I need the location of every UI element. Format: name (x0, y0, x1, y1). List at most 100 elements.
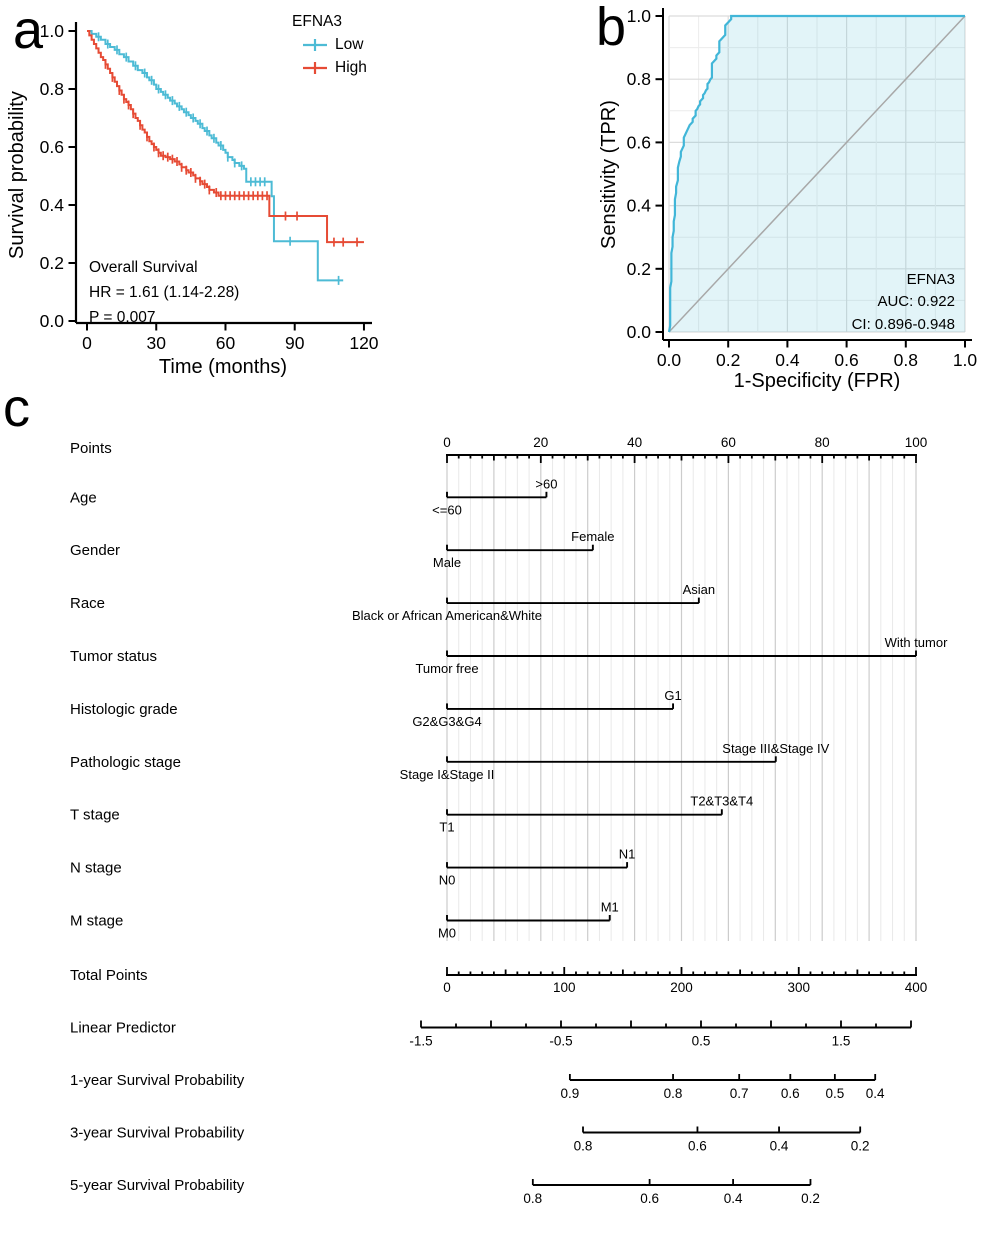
survival-axis-label: 0.2 (801, 1191, 820, 1206)
km-annotation-line1: Overall Survival (89, 259, 198, 276)
variable-high-label: >60 (535, 476, 557, 491)
panel-a-y-axis-title: Survival probability (6, 91, 28, 259)
km-legend-item-low: Low (257, 36, 377, 54)
y-tick-label: 1.0 (627, 6, 652, 26)
roc-annotation-line2: AUC: 0.922 (877, 293, 955, 311)
survival-axis-label: 0.6 (688, 1139, 707, 1154)
variable-low-label: M0 (438, 926, 456, 941)
variable-high-label: T2&T3&T4 (690, 794, 753, 809)
variable-low-label: <=60 (432, 502, 462, 517)
x-tick-label: 0 (82, 333, 92, 353)
variable-high-label: Female (571, 529, 614, 544)
panel-a-x-axis-title: Time (months) (158, 356, 288, 378)
survival-axis-label: 0.4 (770, 1139, 789, 1154)
survival-axis-label: 0.8 (523, 1191, 542, 1206)
nomogram-row-label: Race (70, 595, 105, 612)
linear-predictor-label: 0.5 (692, 1034, 711, 1049)
y-tick-label: 0.0 (627, 322, 652, 342)
variable-low-label: Male (433, 555, 461, 570)
panel-c-letter: c (3, 378, 30, 438)
survival-axis-label: 0.4 (724, 1191, 743, 1206)
y-tick-label: 0.4 (627, 196, 652, 216)
panel-b-letter: b (596, 0, 627, 57)
y-tick-label: 0.6 (627, 132, 651, 152)
x-tick-label: 30 (147, 333, 167, 353)
variable-low-label: T1 (439, 820, 454, 835)
km-curve-low (87, 30, 344, 282)
legend-marker-low-icon (303, 39, 327, 51)
survival-axis-label: 0.6 (781, 1086, 800, 1101)
variable-high-label: Stage III&Stage IV (722, 741, 829, 756)
points-axis-label: 80 (815, 435, 830, 450)
x-tick-label: 0.4 (775, 350, 800, 370)
x-tick-label: 0.2 (716, 350, 740, 370)
roc-annotation-line1: EFNA3 (906, 271, 955, 288)
variable-high-label: Asian (683, 582, 716, 597)
total-points-label: 0 (443, 980, 451, 995)
nomogram-row-label: 3-year Survival Probability (70, 1125, 245, 1142)
points-axis-label: 40 (627, 435, 642, 450)
y-tick-label: 1.0 (40, 21, 65, 41)
km-legend: EFNA3 Low High (257, 13, 377, 77)
survival-axis-label: 0.4 (866, 1086, 885, 1101)
linear-predictor-label: 1.5 (832, 1034, 851, 1049)
km-legend-title: EFNA3 (292, 13, 342, 30)
variable-low-label: N0 (439, 873, 456, 888)
y-tick-label: 0.4 (40, 195, 65, 215)
panel-b-y-axis-title: Sensitivity (TPR) (598, 100, 620, 250)
km-annotation: Overall Survival HR = 1.61 (1.14-2.28) P… (89, 255, 239, 331)
km-annotation-line2: HR = 1.61 (1.14-2.28) (89, 284, 240, 302)
roc-curve (667, 14, 965, 333)
survival-axis-label: 0.7 (730, 1086, 749, 1101)
roc-annotation: EFNA3 AUC: 0.922 CI: 0.896-0.948 (700, 269, 955, 336)
nomogram-row-label: Histologic grade (70, 701, 178, 718)
survival-axis-label: 0.6 (640, 1191, 659, 1206)
variable-low-label: Tumor free (415, 661, 478, 676)
km-legend-label-high: High (335, 59, 367, 76)
variable-high-label: With tumor (885, 635, 949, 650)
points-axis-label: 20 (533, 435, 548, 450)
variable-low-label: G2&G3&G4 (412, 714, 481, 729)
km-annotation-line3: P = 0.007 (89, 309, 156, 327)
total-points-label: 100 (553, 980, 576, 995)
survival-axis-label: 0.8 (574, 1139, 593, 1154)
linear-predictor-label: -0.5 (549, 1034, 572, 1049)
variable-high-label: N1 (619, 847, 636, 862)
points-axis-label: 0 (443, 435, 451, 450)
km-curve-high (87, 30, 364, 244)
variable-low-label: Black or African American&White (352, 608, 542, 623)
linear-predictor-label: -1.5 (409, 1034, 432, 1049)
survival-axis-label: 0.9 (560, 1086, 579, 1101)
nomogram-row-label: T stage (70, 807, 120, 824)
roc-annotation-line3: CI: 0.896-0.948 (851, 315, 955, 333)
x-tick-label: 0.8 (894, 350, 918, 370)
y-tick-label: 0.2 (627, 259, 651, 279)
x-tick-label: 60 (216, 333, 236, 353)
panel-b-x-axis-title: 1-Specificity (FPR) (733, 370, 901, 392)
nomogram-row-label: Gender (70, 542, 120, 559)
nomogram-row-label: 5-year Survival Probability (70, 1177, 245, 1194)
variable-high-label: M1 (601, 900, 619, 915)
nomogram-row-label: Points (70, 440, 112, 457)
nomogram-row-label: M stage (70, 913, 123, 930)
diagonal-reference-line (668, 15, 966, 333)
y-tick-label: 0.8 (40, 79, 64, 99)
points-axis-label: 60 (721, 435, 736, 450)
nomogram-row-label: N stage (70, 860, 122, 877)
nomogram-row-label: Linear Predictor (70, 1020, 176, 1037)
x-tick-label: 120 (349, 333, 378, 353)
nomogram-row-label: 1-year Survival Probability (70, 1072, 245, 1089)
total-points-label: 200 (670, 980, 693, 995)
survival-axis-label: 0.5 (825, 1086, 844, 1101)
nomogram-row-label: Pathologic stage (70, 754, 181, 771)
x-tick-label: 90 (285, 333, 305, 353)
legend-marker-high-icon (303, 62, 327, 74)
km-legend-item-high: High (257, 59, 377, 77)
km-legend-label-low: Low (335, 36, 364, 53)
variable-high-label: G1 (664, 688, 681, 703)
y-tick-label: 0.8 (627, 69, 651, 89)
total-points-label: 300 (787, 980, 810, 995)
y-tick-label: 0.0 (40, 311, 65, 331)
